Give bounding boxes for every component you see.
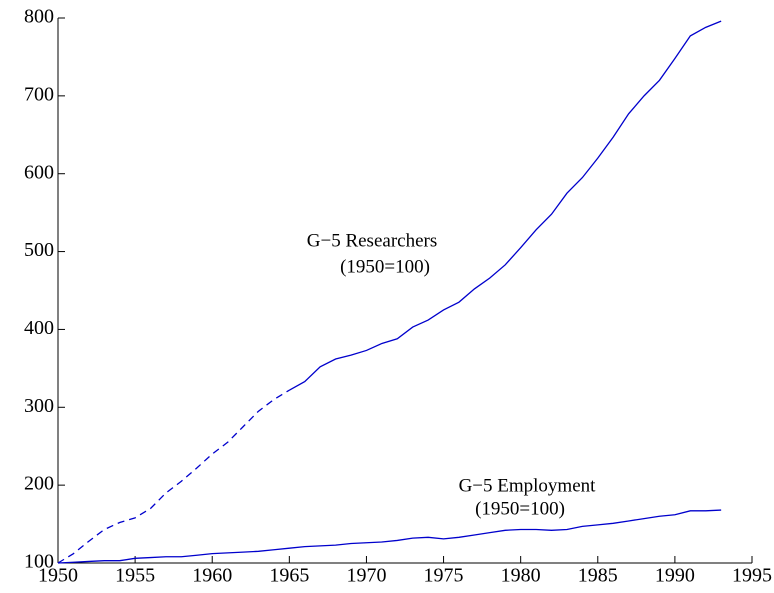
x-tick-label: 1960 [192,565,232,587]
x-tick-label: 1975 [424,565,464,587]
x-tick-label: 1980 [501,565,541,587]
annotation: (1950=100) [475,498,565,519]
series-line [57,509,722,564]
annotation: (1950=100) [340,256,430,277]
y-tick-label: 100 [24,551,54,573]
series-line [57,389,290,564]
x-tick-label: 1950 [38,565,78,587]
series-line [289,20,722,391]
y-tick-label: 800 [24,6,54,28]
y-tick-label: 400 [24,317,54,339]
y-tick-label: 200 [24,473,54,495]
y-tick-label: 600 [24,161,54,183]
x-tick-label: 1990 [655,565,695,587]
y-tick-label: 700 [24,83,54,105]
x-tick-label: 1955 [115,565,155,587]
y-tick-label: 500 [24,239,54,261]
x-tick-label: 1970 [346,565,386,587]
annotation: G−5 Employment [459,475,597,496]
x-tick-label: 1995 [732,565,772,587]
annotation: G−5 Researchers [307,230,437,251]
x-tick-label: 1965 [269,565,309,587]
x-tick-label: 1985 [578,565,618,587]
y-tick-label: 300 [24,395,54,417]
